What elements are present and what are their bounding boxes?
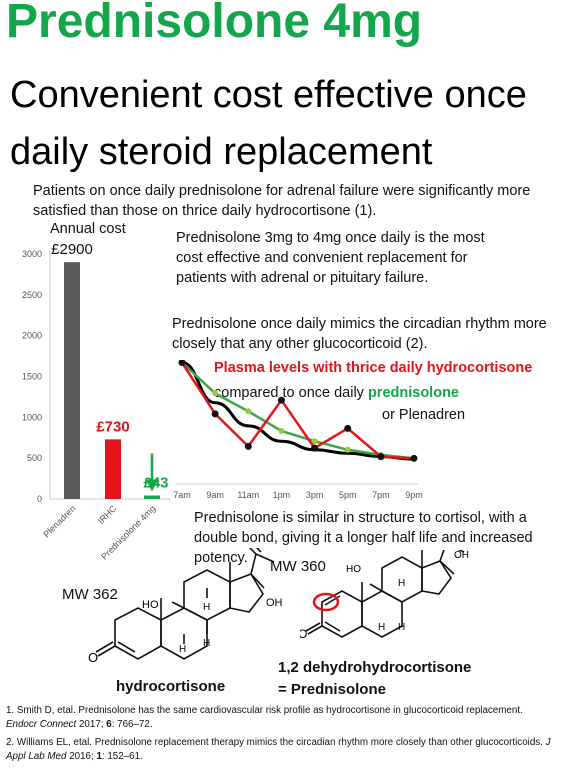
reference-2-year: 2016;: [66, 751, 97, 762]
prednisolone-name-2: = Prednisolone: [278, 681, 386, 698]
atom-h-1: H: [203, 602, 210, 613]
x-tick-label: IRHC: [96, 503, 119, 526]
bar-chart-caption: Annual cost: [50, 221, 126, 237]
reference-1-text: 1. Smith D, etal. Prednisolone has the s…: [6, 705, 523, 716]
legend-compared-line: compared to once daily prednisolone: [214, 383, 459, 403]
prednisolone-mw: MW 360: [270, 558, 326, 575]
atom-ho-pred: HO: [346, 564, 361, 575]
double-bond-highlight: [312, 592, 340, 612]
atom-oh-pred-sidechain: OH: [454, 550, 469, 561]
arrow-head: [146, 479, 158, 492]
hydrocortisone-mw: MW 362: [62, 586, 118, 603]
line-x-tick: 11am: [237, 490, 259, 500]
references: 1. Smith D, etal. Prednisolone has the s…: [6, 704, 571, 764]
reference-2-text: 2. Williams EL, etal. Prednisolone repla…: [6, 737, 546, 748]
hydrocortisone-structure: OH O HO OH H H H: [88, 548, 283, 665]
series-point-0: [277, 396, 285, 404]
page-title: Prednisolone 4mg: [6, 0, 423, 48]
atom-ho: HO: [142, 599, 159, 611]
legend-prednisolone: prednisolone: [367, 385, 459, 401]
atom-h-2: H: [179, 644, 186, 655]
cost-bar-chart: 0 500 1000 1500 2000 2500 3000 £2900 Plenadren £7…: [22, 241, 170, 562]
line-x-tick: 7pm: [372, 490, 390, 500]
prednisolone-name-1: 1,2 dehydrohydrocortisone: [278, 659, 472, 676]
most-effective-text: Prednisolone 3mg to 4mg once daily is th…: [176, 230, 485, 286]
hydrocortisone-name: hydrocortisone: [116, 678, 226, 695]
series-line-2: [181, 361, 415, 461]
y-tick-label: 500: [27, 453, 42, 463]
reference-2-pages: : 152–61.: [101, 751, 143, 762]
prednisolone-structure: O HO OH HO H H H: [300, 550, 469, 641]
line-x-tick: 9am: [206, 490, 224, 500]
series-point-0: [244, 442, 252, 450]
intro-text: Patients on once daily prednisolone for …: [33, 183, 531, 219]
atom-oh-17: OH: [266, 597, 283, 609]
y-tick-label: 1500: [22, 372, 42, 382]
structure-similarity-text: Prednisolone is similar in structure to …: [194, 510, 533, 566]
circadian-text: Prednisolone once daily mimics the circa…: [172, 316, 547, 352]
series-point-1: [344, 446, 351, 453]
atom-o-ketone: O: [88, 650, 98, 665]
bar-value-label: £2900: [51, 241, 93, 258]
subtitle-line-1: Convenient cost effective once: [10, 74, 527, 116]
series-point-0: [410, 454, 418, 462]
line-x-tick: 5pm: [339, 490, 357, 500]
series-point-1: [311, 438, 318, 445]
atom-h-pred-3: H: [398, 622, 405, 633]
series-point-0: [344, 424, 352, 432]
reference-2-journal: J Appl Lab Med: [6, 737, 551, 762]
y-tick-label: 0: [37, 494, 42, 504]
line-x-tick: 7am: [173, 490, 191, 500]
bar-0: [64, 262, 80, 499]
reference-1-journal: Endocr Connect: [6, 719, 77, 730]
line-x-tick: 3pm: [306, 490, 324, 500]
reference-1-year: 2017;: [76, 719, 107, 730]
reference-1-volume: 6: [106, 719, 112, 730]
series-point-0: [211, 410, 219, 418]
subtitle-line-2: daily steroid replacement: [10, 131, 433, 173]
series-point-0: [311, 444, 319, 452]
legend-plenadren: or Plenadren: [382, 407, 466, 423]
y-tick-label: 2500: [22, 290, 42, 300]
atom-ho-pred-17: HO: [393, 550, 408, 551]
atom-h-pred-1: H: [398, 578, 405, 589]
circadian-line-chart: 7am 9am 11am 1pm 3pm 5pm 7pm 9pm: [173, 360, 423, 500]
y-tick-label: 1000: [22, 412, 42, 422]
y-tick-label: 3000: [22, 249, 42, 259]
series-line-1: [181, 361, 415, 460]
line-x-tick: 1pm: [273, 490, 291, 500]
series-point-0: [178, 360, 186, 367]
series-line-0: [180, 361, 415, 460]
legend-compared-text: compared to once daily: [214, 385, 364, 401]
y-tick-label: 2000: [22, 331, 42, 341]
series-point-1: [212, 390, 219, 397]
bar-2: [144, 495, 160, 499]
atom-h-3: H: [203, 638, 210, 649]
series-point-1: [245, 408, 252, 415]
reference-1: 1. Smith D, etal. Prednisolone has the s…: [6, 704, 571, 732]
atom-oh-sidechain: OH: [236, 548, 253, 549]
bar-1: [105, 439, 121, 499]
series-point-0: [377, 453, 385, 461]
atom-o-ketone-pred: O: [300, 627, 307, 641]
bar-value-label: £730: [96, 418, 129, 435]
atom-h-pred-2: H: [378, 622, 385, 633]
reference-2-volume: 1: [96, 751, 102, 762]
line-x-tick: 9pm: [405, 490, 423, 500]
legend-hydrocortisone: Plasma levels with thrice daily hydrocor…: [214, 360, 533, 376]
x-tick-label: Plenadren: [41, 503, 77, 539]
reference-2: 2. Williams EL, etal. Prednisolone repla…: [6, 736, 571, 764]
series-point-1: [278, 427, 285, 434]
reference-1-pages: : 766–72.: [111, 719, 153, 730]
